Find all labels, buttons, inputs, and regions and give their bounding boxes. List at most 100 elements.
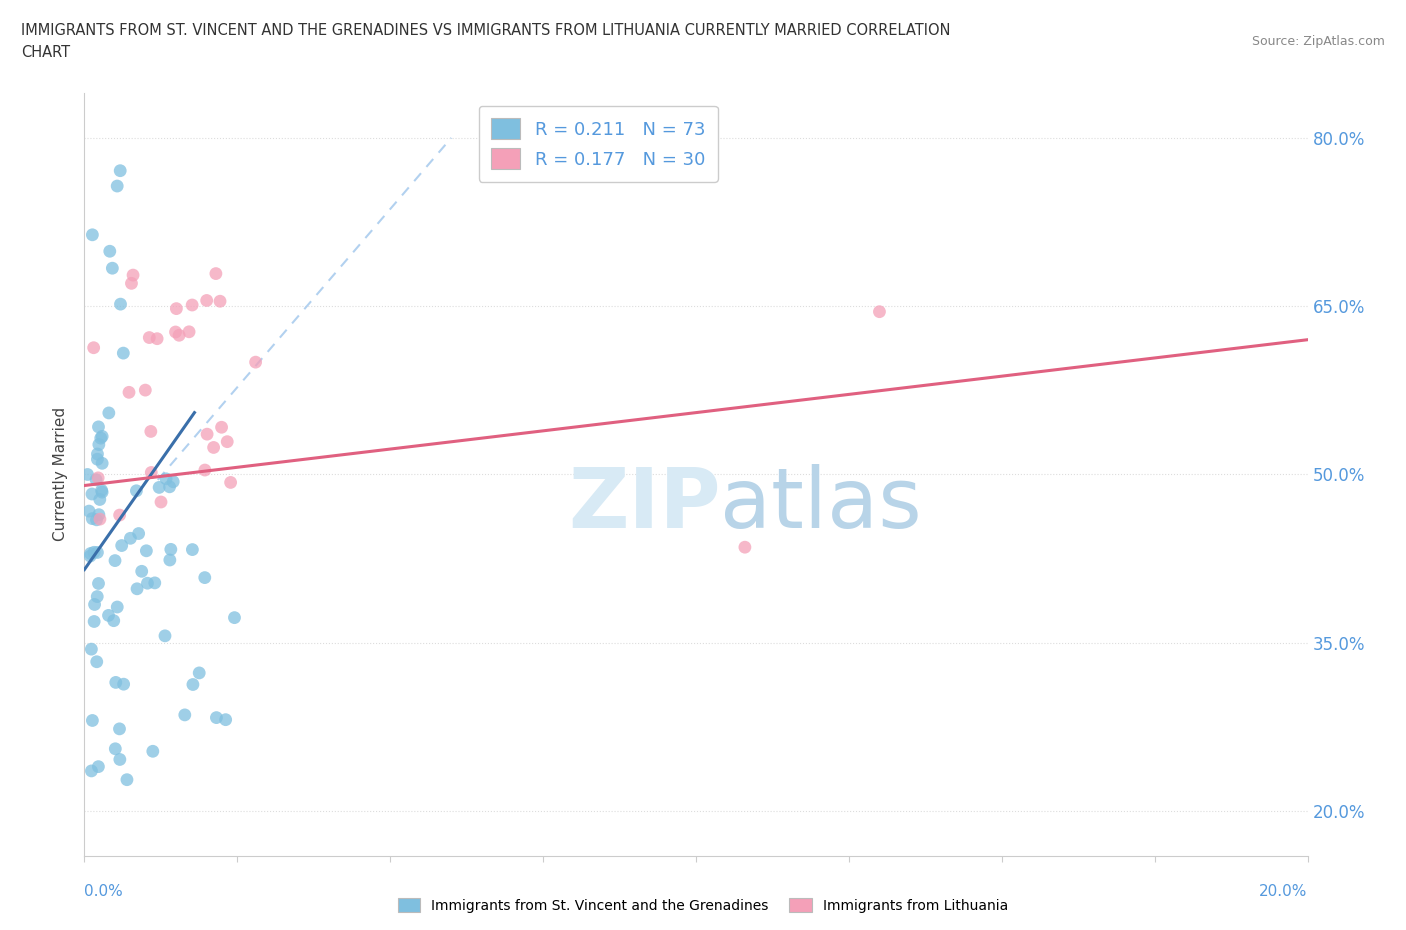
Point [86,512,108,527]
Point [142,744,165,759]
Point [90,483,112,498]
Point [83,614,105,629]
Point [217,434,239,449]
Point [141,465,163,480]
Point [105,179,128,193]
Point [105,600,128,615]
Point [869,304,891,319]
Text: CHART: CHART [21,45,70,60]
Point [84,472,107,487]
Point [104,553,127,568]
Point [155,472,177,486]
Point [110,297,132,312]
Text: ZIP: ZIP [568,464,720,545]
Point [162,474,184,489]
Point [86,446,108,461]
Point [121,276,143,291]
Point [80,486,103,501]
Point [165,325,187,339]
Point [159,479,181,494]
Point [87,759,110,774]
Point [139,424,162,439]
Point [83,597,105,612]
Point [194,462,217,477]
Point [108,508,131,523]
Point [89,512,111,526]
Point [148,480,170,495]
Y-axis label: Currently Married: Currently Married [53,407,69,541]
Point [108,164,131,179]
Point [136,576,159,591]
Point [173,708,195,723]
Point [194,570,217,585]
Legend: R = 0.211   N = 73, R = 0.177   N = 30: R = 0.211 N = 73, R = 0.177 N = 30 [478,106,717,182]
Point [87,507,110,522]
Point [245,354,267,369]
Point [77,504,100,519]
Point [86,452,108,467]
Point [91,429,114,444]
Point [202,440,225,455]
Point [82,713,104,728]
Point [146,331,169,346]
Point [208,294,231,309]
Point [87,471,110,485]
Point [112,346,135,361]
Point [79,546,101,561]
Point [97,405,120,420]
Text: IMMIGRANTS FROM ST. VINCENT AND THE GRENADINES VS IMMIGRANTS FROM LITHUANIA CURR: IMMIGRANTS FROM ST. VINCENT AND THE GREN… [21,23,950,38]
Point [112,677,135,692]
Text: atlas: atlas [720,464,922,545]
Point [134,382,156,397]
Point [138,330,160,345]
Point [118,385,141,400]
Point [219,475,242,490]
Point [86,589,108,604]
Point [120,531,142,546]
Point [108,722,131,737]
Point [177,325,200,339]
Point [122,268,145,283]
Legend: Immigrants from St. Vincent and the Grenadines, Immigrants from Lithuania: Immigrants from St. Vincent and the Gren… [392,893,1014,919]
Point [214,712,236,727]
Point [103,613,125,628]
Point [90,431,112,445]
Text: 0.0%: 0.0% [84,884,124,898]
Point [160,542,183,557]
Point [165,301,187,316]
Point [91,485,114,499]
Point [111,538,134,553]
Point [87,576,110,591]
Text: Source: ZipAtlas.com: Source: ZipAtlas.com [1251,35,1385,48]
Point [91,456,114,471]
Point [82,227,104,242]
Point [211,419,233,434]
Point [181,677,204,692]
Point [80,764,103,778]
Point [98,244,121,259]
Point [131,564,153,578]
Point [167,328,190,343]
Point [205,711,228,725]
Point [104,675,127,690]
Point [734,539,756,554]
Point [181,542,204,557]
Point [79,549,101,564]
Point [205,266,228,281]
Point [224,610,246,625]
Point [188,666,211,681]
Point [108,752,131,767]
Point [150,495,173,510]
Point [83,340,105,355]
Point [125,484,148,498]
Point [87,437,110,452]
Point [82,512,104,526]
Point [97,608,120,623]
Point [125,581,148,596]
Point [104,741,127,756]
Point [135,543,157,558]
Point [86,545,108,560]
Point [153,629,176,644]
Point [76,467,98,482]
Point [86,655,108,670]
